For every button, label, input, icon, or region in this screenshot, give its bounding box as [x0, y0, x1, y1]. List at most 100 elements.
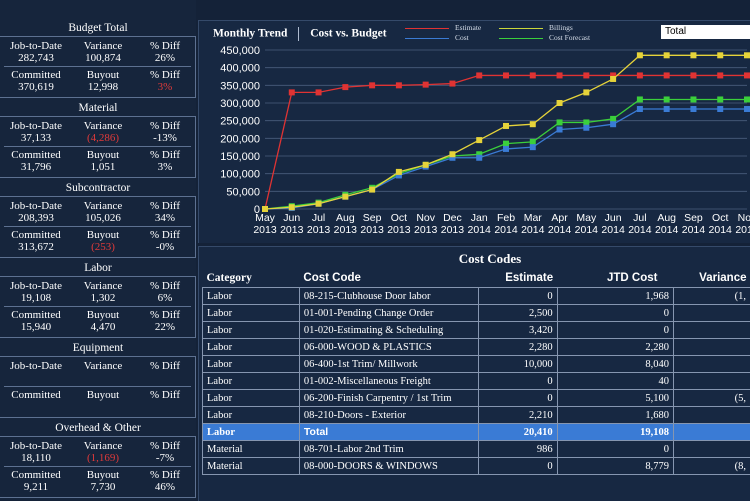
- point-estimate: [369, 82, 375, 88]
- cell-cat: Material: [203, 441, 300, 458]
- point-cost: [557, 127, 563, 133]
- cell-var: [674, 339, 750, 356]
- point-cost-forecast: [530, 139, 536, 145]
- column-header-variance[interactable]: Variance: [674, 269, 750, 288]
- cell-cat: Material: [203, 458, 300, 475]
- kpi-value: (4,286): [72, 132, 134, 144]
- column-header-estimate[interactable]: Estimate: [478, 269, 557, 288]
- kpi-value: 22%: [134, 321, 196, 333]
- point-cost-forecast: [717, 96, 723, 102]
- x-tick-year: 2014: [575, 224, 599, 236]
- kpi-label: % Diff: [134, 360, 196, 372]
- kpi-value: 37,133: [0, 132, 72, 144]
- point-cost-forecast: [583, 119, 589, 125]
- kpi-value: [0, 401, 72, 413]
- kpi-label: Buyout: [72, 149, 134, 161]
- kpi-value: 1,051: [72, 161, 134, 173]
- column-header-cost-code[interactable]: Cost Code: [299, 269, 478, 288]
- kpi-value: 370,619: [0, 81, 72, 93]
- kpi-label: % Diff: [134, 280, 196, 292]
- kpi-value: 31,796: [0, 161, 72, 173]
- kpi-label: Committed: [0, 69, 72, 81]
- point-billings: [449, 151, 455, 157]
- x-tick-year: 2014: [628, 224, 652, 236]
- point-estimate: [316, 89, 322, 95]
- kpi-value: 26%: [134, 52, 196, 64]
- cell-code: 06-400-1st Trim/ Millwork: [299, 356, 478, 373]
- cell-jtd: 8,779: [557, 458, 673, 475]
- y-tick-label: 400,000: [220, 63, 260, 75]
- x-tick-label: Jul: [633, 212, 646, 224]
- x-tick-year: 2014: [548, 224, 572, 236]
- cell-var: (5,: [674, 390, 750, 407]
- x-tick-label: Jun: [605, 212, 622, 224]
- x-tick-year: 2013: [360, 224, 384, 236]
- column-header-category[interactable]: Category: [203, 269, 300, 288]
- point-cost: [744, 106, 750, 112]
- point-cost-forecast: [744, 96, 750, 102]
- column-header-jtd-cost[interactable]: JTD Cost: [557, 269, 673, 288]
- kpi-label: Committed: [0, 229, 72, 241]
- point-cost: [503, 146, 509, 152]
- series-line-cost-forecast: [265, 99, 747, 209]
- point-estimate: [449, 81, 455, 87]
- x-tick-label: Sep: [363, 212, 382, 224]
- kpi-value: 3%: [134, 161, 196, 173]
- point-cost: [476, 155, 482, 161]
- cell-var: (8,: [674, 458, 750, 475]
- cell-est: 0: [478, 390, 557, 407]
- cell-code: 08-215-Clubhouse Door labor: [299, 288, 478, 305]
- kpi-label: Committed: [0, 469, 72, 481]
- kpi-value: [72, 401, 134, 413]
- cell-cat: Labor: [203, 356, 300, 373]
- x-tick-label: Oct: [712, 212, 728, 224]
- cell-var: [674, 322, 750, 339]
- kpi-label: % Diff: [134, 440, 196, 452]
- kpi-value: 4,470: [72, 321, 134, 333]
- kpi-label: % Diff: [134, 229, 196, 241]
- kpi-value: (253): [72, 241, 134, 253]
- point-estimate: [637, 72, 643, 78]
- point-billings: [690, 52, 696, 58]
- point-billings: [503, 123, 509, 129]
- kpi-label: % Diff: [134, 309, 196, 321]
- point-billings: [262, 206, 268, 212]
- kpi-divider: [4, 66, 191, 67]
- cell-code: 08-210-Doors - Exterior: [299, 407, 478, 424]
- cell-est: 10,000: [478, 356, 557, 373]
- cost-codes-title: Cost Codes: [199, 251, 750, 267]
- point-estimate: [690, 72, 696, 78]
- x-tick-year: 2014: [468, 224, 492, 236]
- x-tick-year: 2013: [441, 224, 465, 236]
- kpi-label: % Diff: [134, 149, 196, 161]
- kpi-value: [72, 372, 134, 384]
- x-tick-label: Nov: [738, 212, 750, 224]
- point-billings: [476, 137, 482, 143]
- y-tick-label: 50,000: [226, 186, 260, 198]
- cell-est: 3,420: [478, 322, 557, 339]
- x-tick-label: Nov: [416, 212, 435, 224]
- kpi-label: Committed: [0, 389, 72, 401]
- cell-jtd: 19,108: [557, 424, 673, 441]
- x-tick-label: Apr: [551, 212, 568, 224]
- point-cost: [530, 144, 536, 150]
- point-cost: [717, 106, 723, 112]
- y-tick-label: 300,000: [220, 98, 260, 110]
- point-cost-forecast: [503, 141, 509, 147]
- cell-var: [674, 356, 750, 373]
